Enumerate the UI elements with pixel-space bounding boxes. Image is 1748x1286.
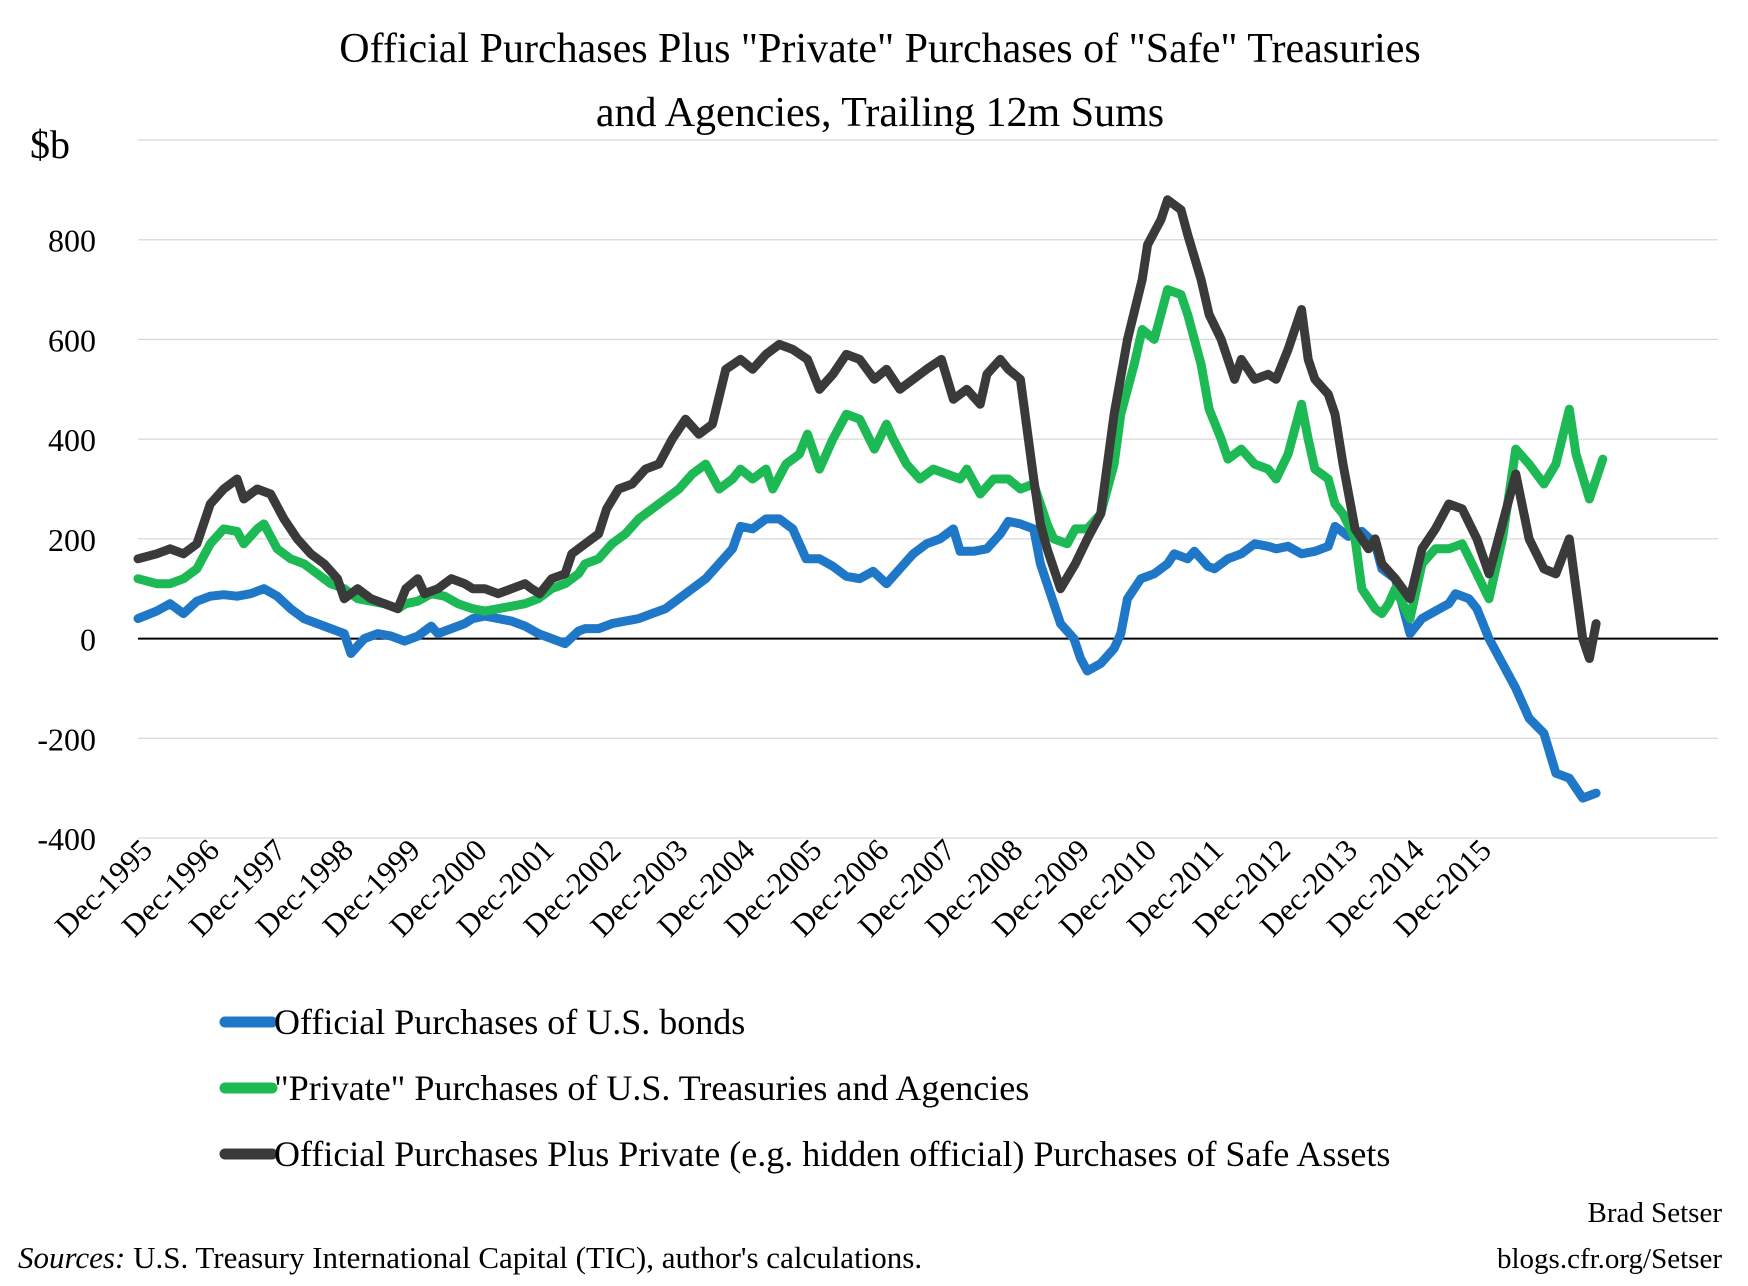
chart-title-line-2: and Agencies, Trailing 12m Sums	[596, 90, 1164, 136]
sources-text: U.S. Treasury International Capital (TIC…	[125, 1240, 922, 1275]
legend-label-official: Official Purchases of U.S. bonds	[274, 1002, 745, 1042]
legend: Official Purchases of U.S. bonds "Privat…	[219, 1002, 1390, 1174]
y-tick-label: 800	[48, 223, 96, 259]
y-axis-ticks: -400 -200 0 200 400 600 800	[37, 223, 96, 857]
legend-label-private: "Private" Purchases of U.S. Treasuries a…	[274, 1068, 1029, 1108]
series-lines	[133, 195, 1608, 803]
y-unit-label: $b	[30, 122, 70, 167]
credit-author: Brad Setser	[1588, 1197, 1723, 1229]
x-axis-ticks: Dec-1995Dec-1996Dec-1997Dec-1998Dec-1999…	[48, 832, 1498, 944]
y-tick-label: 600	[48, 322, 96, 358]
y-tick-label: -400	[37, 821, 96, 857]
series-total-safe-assets	[133, 195, 1601, 663]
y-tick-label: 400	[48, 422, 96, 458]
y-tick-label: -200	[37, 721, 96, 757]
legend-label-total: Official Purchases Plus Private (e.g. hi…	[274, 1134, 1390, 1174]
sources-label: Sources:	[18, 1240, 125, 1275]
y-tick-label: 200	[48, 522, 96, 558]
sources-note: Sources: U.S. Treasury International Cap…	[18, 1240, 922, 1275]
gridlines	[138, 139, 1718, 839]
y-tick-label: 0	[80, 622, 96, 658]
chart-title-line-1: Official Purchases Plus "Private" Purcha…	[339, 26, 1420, 72]
credit-blog: blogs.cfr.org/Setser	[1497, 1243, 1722, 1275]
